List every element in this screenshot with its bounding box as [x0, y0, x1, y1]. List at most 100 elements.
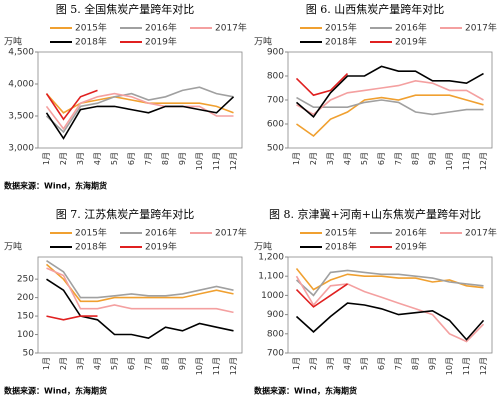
x-tick-label: 6月	[127, 357, 136, 370]
x-tick-label: 10月	[195, 152, 204, 170]
source-note: 数据来源：Wind，东海期货	[254, 386, 357, 396]
x-tick-label: 7月	[394, 152, 403, 165]
legend-label: 2015年	[75, 227, 107, 239]
legend-label: 2017年	[465, 227, 497, 239]
y-tick-label: 700	[267, 96, 284, 106]
series-line	[296, 94, 484, 138]
x-tick-label: 10月	[445, 357, 454, 375]
series-line	[45, 89, 98, 121]
plot-frame	[287, 256, 493, 354]
chart-title: 图 6. 山西焦炭产量跨年对比	[306, 2, 445, 16]
plot-frame	[37, 256, 243, 354]
source-note: 数据来源：Wind，东海期货	[4, 386, 107, 396]
x-tick-label: 6月	[377, 357, 386, 370]
legend-label: 2018年	[75, 241, 107, 253]
legend-label: 2016年	[145, 22, 177, 34]
legend-label: 2015年	[325, 227, 357, 239]
x-tick-label: 1月	[292, 357, 301, 370]
series-line	[295, 283, 348, 308]
x-tick-label: 3月	[76, 152, 85, 165]
legend-label: 2016年	[395, 227, 427, 239]
x-tick-label: 12月	[479, 152, 488, 170]
chart-title: 图 8. 京津冀+河南+山东焦炭产量跨年对比	[269, 207, 481, 221]
y-tick-label: 500	[267, 144, 284, 154]
legend-label: 2018年	[75, 36, 107, 48]
x-tick-label: 9月	[178, 152, 187, 165]
series-line	[45, 92, 234, 131]
legend-label: 2018年	[325, 241, 357, 253]
y-tick-label: 200	[17, 293, 34, 303]
series-line	[45, 93, 234, 114]
legend-label: 2019年	[145, 241, 177, 253]
legend-label: 2017年	[215, 22, 247, 34]
x-tick-label: 12月	[229, 152, 238, 170]
legend-label: 2015年	[75, 22, 107, 34]
x-tick-label: 11月	[212, 357, 221, 375]
x-tick-label: 12月	[229, 357, 238, 375]
x-tick-label: 1月	[42, 152, 51, 165]
y-tick-label: 4,500	[8, 48, 34, 58]
x-tick-label: 7月	[394, 357, 403, 370]
y-tick-label: 600	[267, 120, 284, 130]
unit-label: 万吨	[254, 36, 272, 48]
chart-title: 图 5. 全国焦炭产量跨年对比	[56, 2, 195, 16]
x-tick-label: 4月	[343, 357, 352, 370]
x-tick-label: 9月	[428, 357, 437, 370]
x-tick-label: 4月	[93, 357, 102, 370]
x-tick-label: 5月	[110, 152, 119, 165]
x-tick-label: 3月	[326, 152, 335, 165]
x-tick-label: 1月	[292, 152, 301, 165]
series-line	[45, 96, 235, 140]
unit-label: 万吨	[4, 36, 22, 48]
y-tick-label: 800	[267, 329, 284, 339]
series-line	[295, 65, 484, 118]
x-tick-label: 3月	[326, 357, 335, 370]
x-tick-label: 7月	[144, 357, 153, 370]
y-tick-label: 800	[267, 72, 284, 82]
x-tick-label: 9月	[178, 357, 187, 370]
y-tick-label: 4,000	[8, 80, 34, 90]
x-tick-label: 2月	[309, 357, 318, 370]
x-tick-label: 11月	[462, 152, 471, 170]
y-tick-label: 1,100	[258, 272, 284, 282]
series-line	[46, 315, 98, 321]
x-tick-label: 5月	[360, 357, 369, 370]
x-tick-label: 6月	[127, 152, 136, 165]
x-tick-label: 12月	[479, 357, 488, 375]
y-tick-label: 3,500	[8, 112, 34, 122]
x-tick-label: 8月	[161, 152, 170, 165]
legend-label: 2018年	[325, 36, 357, 48]
plot-frame	[287, 51, 493, 149]
source-note: 数据来源：Wind，东海期货	[4, 181, 107, 191]
y-tick-label: 1000	[261, 291, 284, 301]
legend-label: 2016年	[145, 227, 177, 239]
legend-label: 2019年	[395, 241, 427, 253]
series-line	[295, 302, 485, 341]
series-line	[45, 86, 234, 134]
unit-label: 万吨	[254, 241, 272, 253]
x-tick-label: 4月	[343, 152, 352, 165]
series-line	[295, 267, 484, 291]
x-tick-label: 5月	[360, 152, 369, 165]
x-tick-label: 4月	[93, 152, 102, 165]
y-tick-label: 100	[17, 330, 34, 340]
y-tick-label: 3,000	[8, 144, 34, 154]
chart-title: 图 7. 江苏焦炭产量跨年对比	[56, 207, 195, 221]
x-tick-label: 8月	[161, 357, 170, 370]
x-tick-label: 1月	[42, 357, 51, 370]
y-tick-label: 700	[267, 349, 284, 359]
y-tick-label: 900	[267, 310, 284, 320]
y-tick-label: 150	[17, 312, 34, 322]
x-tick-label: 2月	[59, 152, 68, 165]
x-tick-label: 8月	[411, 357, 420, 370]
legend-label: 2019年	[145, 36, 177, 48]
y-tick-label: 50	[23, 349, 35, 359]
x-tick-label: 10月	[445, 152, 454, 170]
unit-label: 万吨	[4, 241, 22, 253]
x-tick-label: 11月	[212, 152, 221, 170]
y-tick-label: 1,200	[258, 253, 284, 263]
legend-label: 2019年	[395, 36, 427, 48]
x-tick-label: 6月	[377, 152, 386, 165]
x-tick-label: 2月	[59, 357, 68, 370]
x-tick-label: 7月	[144, 152, 153, 165]
